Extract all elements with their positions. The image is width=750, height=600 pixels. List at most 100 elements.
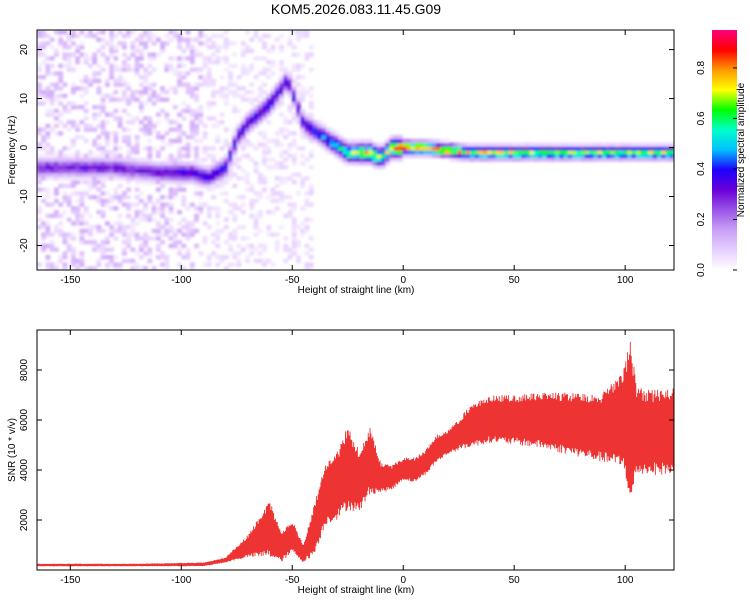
heatmap-cell [130,67,136,72]
heatmap-cell [147,33,153,39]
heatmap-cell [266,101,272,106]
heatmap-cell [58,157,64,162]
heatmap-cell [53,176,59,181]
heatmap-cell [198,165,204,170]
heatmap-cell [189,228,195,234]
heatmap-cell [79,120,85,125]
heatmap-cell [49,243,55,249]
heatmap-cell [109,33,115,39]
heatmap-cell [631,153,637,159]
heatmap-cell [287,105,293,110]
heatmap-cell [287,90,293,95]
heatmap-cell [96,48,102,54]
y-tick-label: 4000 [19,458,30,481]
heatmap-cell [130,232,136,237]
x-tick-label: -100 [171,575,191,586]
heatmap-cell [172,191,178,196]
heatmap-cell [240,71,246,76]
heatmap-cell [313,138,318,144]
heatmap-cell [657,153,662,159]
heatmap-cell [262,247,267,252]
heatmap-cell [211,157,216,162]
heatmap-cell [198,41,204,46]
heatmap-cell [223,97,229,102]
heatmap-cell [53,191,59,196]
heatmap-cell [300,153,306,159]
heatmap-cell [143,206,149,211]
heatmap-cell [215,213,221,219]
heatmap-cell [474,150,480,155]
heatmap-cell [478,150,484,155]
heatmap-cell [134,60,140,65]
heatmap-cell [627,157,633,162]
heatmap-cell [245,131,250,136]
heatmap-cell [181,255,187,260]
heatmap-cell [300,180,306,185]
heatmap-cell [160,48,165,54]
heatmap-cell [143,71,149,76]
heatmap-cell [389,146,395,151]
heatmap-cell [623,157,628,162]
heatmap-cell [245,243,250,249]
heatmap-cell [436,150,442,155]
heatmap-cell [49,101,55,106]
heatmap-cell [206,60,212,65]
heatmap-cell [321,142,327,147]
heatmap-cell [70,247,76,252]
heatmap-cell [253,168,259,174]
heatmap-cell [100,165,106,170]
heatmap-cell [83,172,89,177]
heatmap-cell [177,131,182,136]
heatmap-cell [177,123,182,129]
heatmap-cell [41,138,47,144]
heatmap-cell [372,146,378,151]
heatmap-cell [648,153,654,159]
heatmap-cell [53,123,59,129]
heatmap-cell [160,108,165,114]
heatmap-cell [665,157,671,162]
heatmap-cell [559,157,565,162]
heatmap-cell [121,97,127,102]
heatmap-cell [380,157,386,162]
heatmap-cell [461,150,467,155]
heatmap-cell [104,131,110,136]
heatmap-cell [75,165,81,170]
heatmap-cell [448,146,454,151]
heatmap-cell [130,168,136,174]
heatmap-cell [606,153,611,159]
heatmap-cell [143,127,149,132]
heatmap-cell [363,146,369,151]
x-tick-label: -150 [60,575,80,586]
heatmap-cell [53,30,59,35]
heatmap-cell [453,150,459,155]
heatmap-cell [104,161,110,166]
heatmap-cell [287,210,293,215]
heatmap-cell [291,225,297,230]
heatmap-cell [397,157,403,162]
heatmap-cell [287,146,293,151]
heatmap-cell [134,135,140,140]
heatmap-cell [160,176,165,181]
heatmap-cell [87,176,93,181]
heatmap-cell [45,71,51,76]
heatmap-cell [130,30,136,35]
heatmap-cell [45,195,51,200]
heatmap-cell [283,150,289,155]
heatmap-cell [291,101,297,106]
heatmap-cell [338,146,344,151]
heatmap-cell [330,135,335,140]
heatmap-cell [117,97,123,102]
heatmap-cell [657,157,662,162]
heatmap-cell [525,153,531,159]
heatmap-cell [134,213,140,219]
y-tick-label: 10 [19,93,30,105]
heatmap-cell [164,168,170,174]
heatmap-cell [389,135,395,140]
heatmap-cell [270,86,276,91]
heatmap-cell [185,161,191,166]
heatmap-cell [181,161,187,166]
heatmap-cell [151,161,157,166]
heatmap-cell [109,112,115,117]
heatmap-cell [474,146,480,151]
heatmap-cell [66,172,72,177]
